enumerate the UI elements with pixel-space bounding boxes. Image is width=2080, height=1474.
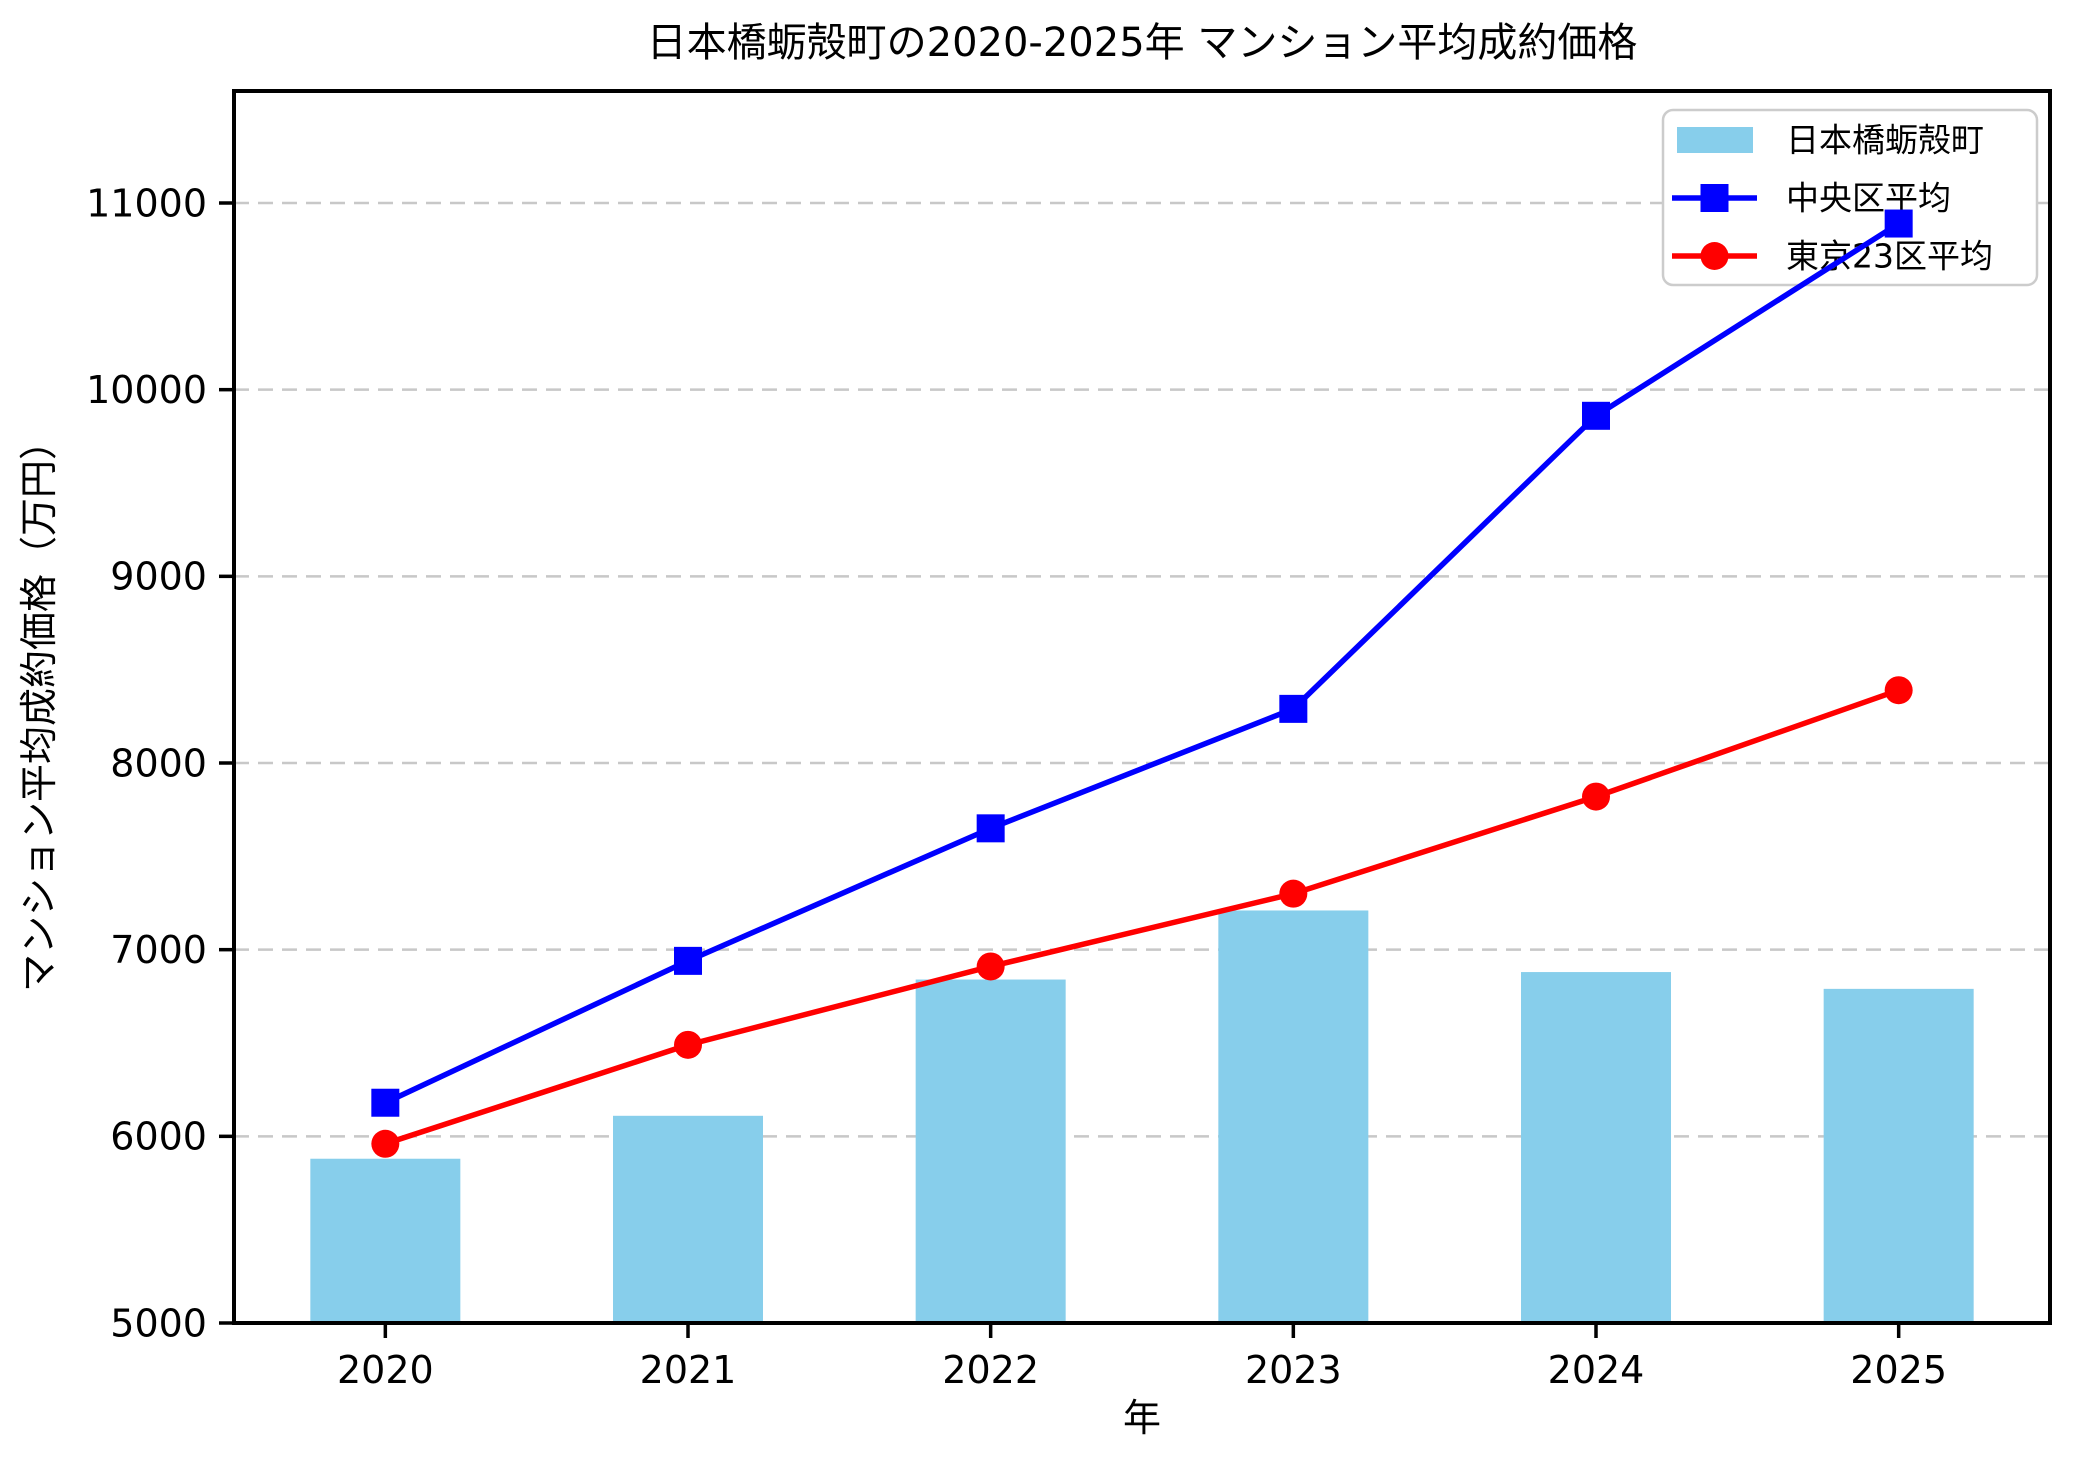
square-marker-2021 [674, 946, 702, 975]
x-tick-label-2023: 2023 [1245, 1348, 1342, 1392]
x-axis-label: 年 [1123, 1396, 1161, 1440]
legend-circle-marker [1700, 242, 1729, 270]
legend-box [1661, 108, 2039, 287]
y-tick-label-9000: 9000 [110, 555, 207, 599]
square-marker-2025 [1884, 209, 1913, 238]
circle-marker-2025 [1884, 676, 1913, 705]
line-series-0 [382, 220, 1902, 1106]
y-tick-label-5000: 5000 [110, 1301, 207, 1345]
circle-marker-2023 [1279, 879, 1308, 908]
bar-2021 [613, 1115, 763, 1323]
circle-marker-2022 [976, 952, 1005, 981]
y-tick-label-7000: 7000 [110, 928, 207, 972]
legend-label-1: 中央区平均 [1786, 179, 1951, 218]
y-axis-label: マンション平均成約価格（万円） [17, 422, 61, 992]
square-marker-2024 [1582, 401, 1610, 430]
legend-label-2: 東京23区平均 [1786, 237, 1993, 276]
line-series-1 [382, 687, 1902, 1147]
bar-2022 [915, 979, 1066, 1323]
square-marker-2022 [976, 814, 1005, 843]
circle-marker-2024 [1582, 782, 1610, 811]
bar-2023 [1218, 910, 1369, 1323]
circle-marker-2021 [674, 1030, 702, 1059]
bar-2024 [1521, 972, 1671, 1323]
x-tick-label-2020: 2020 [337, 1348, 434, 1392]
y-tick-label-11000: 11000 [86, 181, 207, 225]
x-tick-label-2022: 2022 [942, 1348, 1039, 1392]
bar-2025 [1823, 988, 1974, 1323]
y-tick-label-6000: 6000 [110, 1115, 207, 1159]
bar-2020 [310, 1158, 461, 1323]
x-tick-label-2025: 2025 [1850, 1348, 1947, 1392]
square-marker-2020 [371, 1088, 400, 1117]
square-marker-2023 [1279, 694, 1308, 723]
legend-swatch-bar [1677, 127, 1753, 153]
y-tick-label-8000: 8000 [110, 741, 207, 785]
x-tick-label-2024: 2024 [1548, 1348, 1645, 1392]
chart-title: 日本橋蛎殻町の2020-2025年 マンション平均成約価格 [647, 20, 1638, 66]
x-tick-label-2021: 2021 [640, 1348, 737, 1392]
y-tick-label-10000: 10000 [86, 368, 207, 412]
legend-square-marker [1700, 184, 1729, 212]
axes-frame [232, 89, 2052, 1325]
circle-marker-2020 [371, 1129, 400, 1158]
legend-label-0: 日本橋蛎殻町 [1786, 121, 1984, 160]
